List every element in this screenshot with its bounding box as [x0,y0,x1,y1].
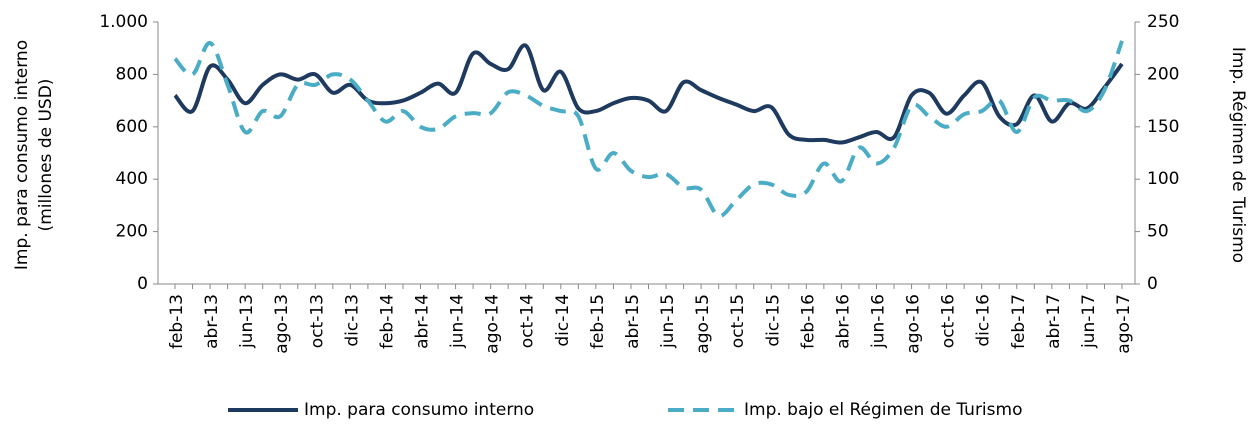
y-tick-label: 800 [116,64,148,84]
y-tick-label: 600 [116,117,148,137]
series-line [173,43,1124,145]
x-tick-label: oct-15 [728,294,748,348]
x-tick-label: jun-13 [237,294,257,349]
x-tick-label: feb-16 [798,294,818,349]
y-tick-label: 0 [137,274,148,294]
x-tick-label: jun-16 [868,294,888,349]
x-tick-label: feb-13 [167,294,187,349]
x-tick-label: oct-16 [939,294,959,348]
y-tick-label: 400 [116,169,148,189]
x-tick-label: abr-14 [413,294,433,349]
legend-label: Imp. bajo el Régimen de Turismo [744,400,1022,420]
y2-tick-label: 100 [1147,169,1179,189]
x-tick-label: ago-14 [483,294,503,354]
x-tick-label: feb-14 [377,294,397,349]
x-tick-label: abr-16 [833,294,853,349]
x-tick-label: feb-15 [588,294,608,349]
x-tick-label: abr-17 [1044,294,1064,349]
x-tick-label: dic-16 [974,294,994,347]
x-tick-label: dic-15 [763,294,783,347]
x-tick-label: ago-16 [904,294,924,354]
legend-label: Imp. para consumo interno [304,400,534,420]
x-tick-label: ago-15 [693,294,713,354]
y-axis-title: Imp. para consumo interno [12,40,32,270]
y-axis-title: (millones de USD) [36,79,56,232]
series-line [173,40,1124,218]
x-tick-label: ago-13 [272,294,292,354]
y2-tick-label: 0 [1147,274,1158,294]
y2-tick-label: 250 [1147,12,1179,32]
x-tick-label: dic-14 [553,294,573,347]
y-tick-label: 200 [116,222,148,242]
y2-tick-label: 200 [1147,64,1179,84]
y-tick-label: 1.000 [99,12,148,32]
y2-tick-label: 50 [1147,222,1169,242]
x-tick-label: dic-13 [342,294,362,347]
y2-axis-title: Imp. Régimen de Turismo [1228,47,1248,263]
x-tick-label: oct-14 [518,294,538,348]
x-tick-label: abr-13 [202,294,222,349]
x-tick-label: jun-15 [658,294,678,349]
x-tick-label: feb-17 [1009,294,1029,349]
y2-tick-label: 150 [1147,117,1179,137]
x-tick-label: ago-17 [1114,294,1134,354]
x-tick-label: jun-17 [1079,294,1099,349]
x-tick-label: jun-14 [448,294,468,349]
x-tick-label: abr-15 [623,294,643,349]
x-tick-label: oct-13 [307,294,327,348]
